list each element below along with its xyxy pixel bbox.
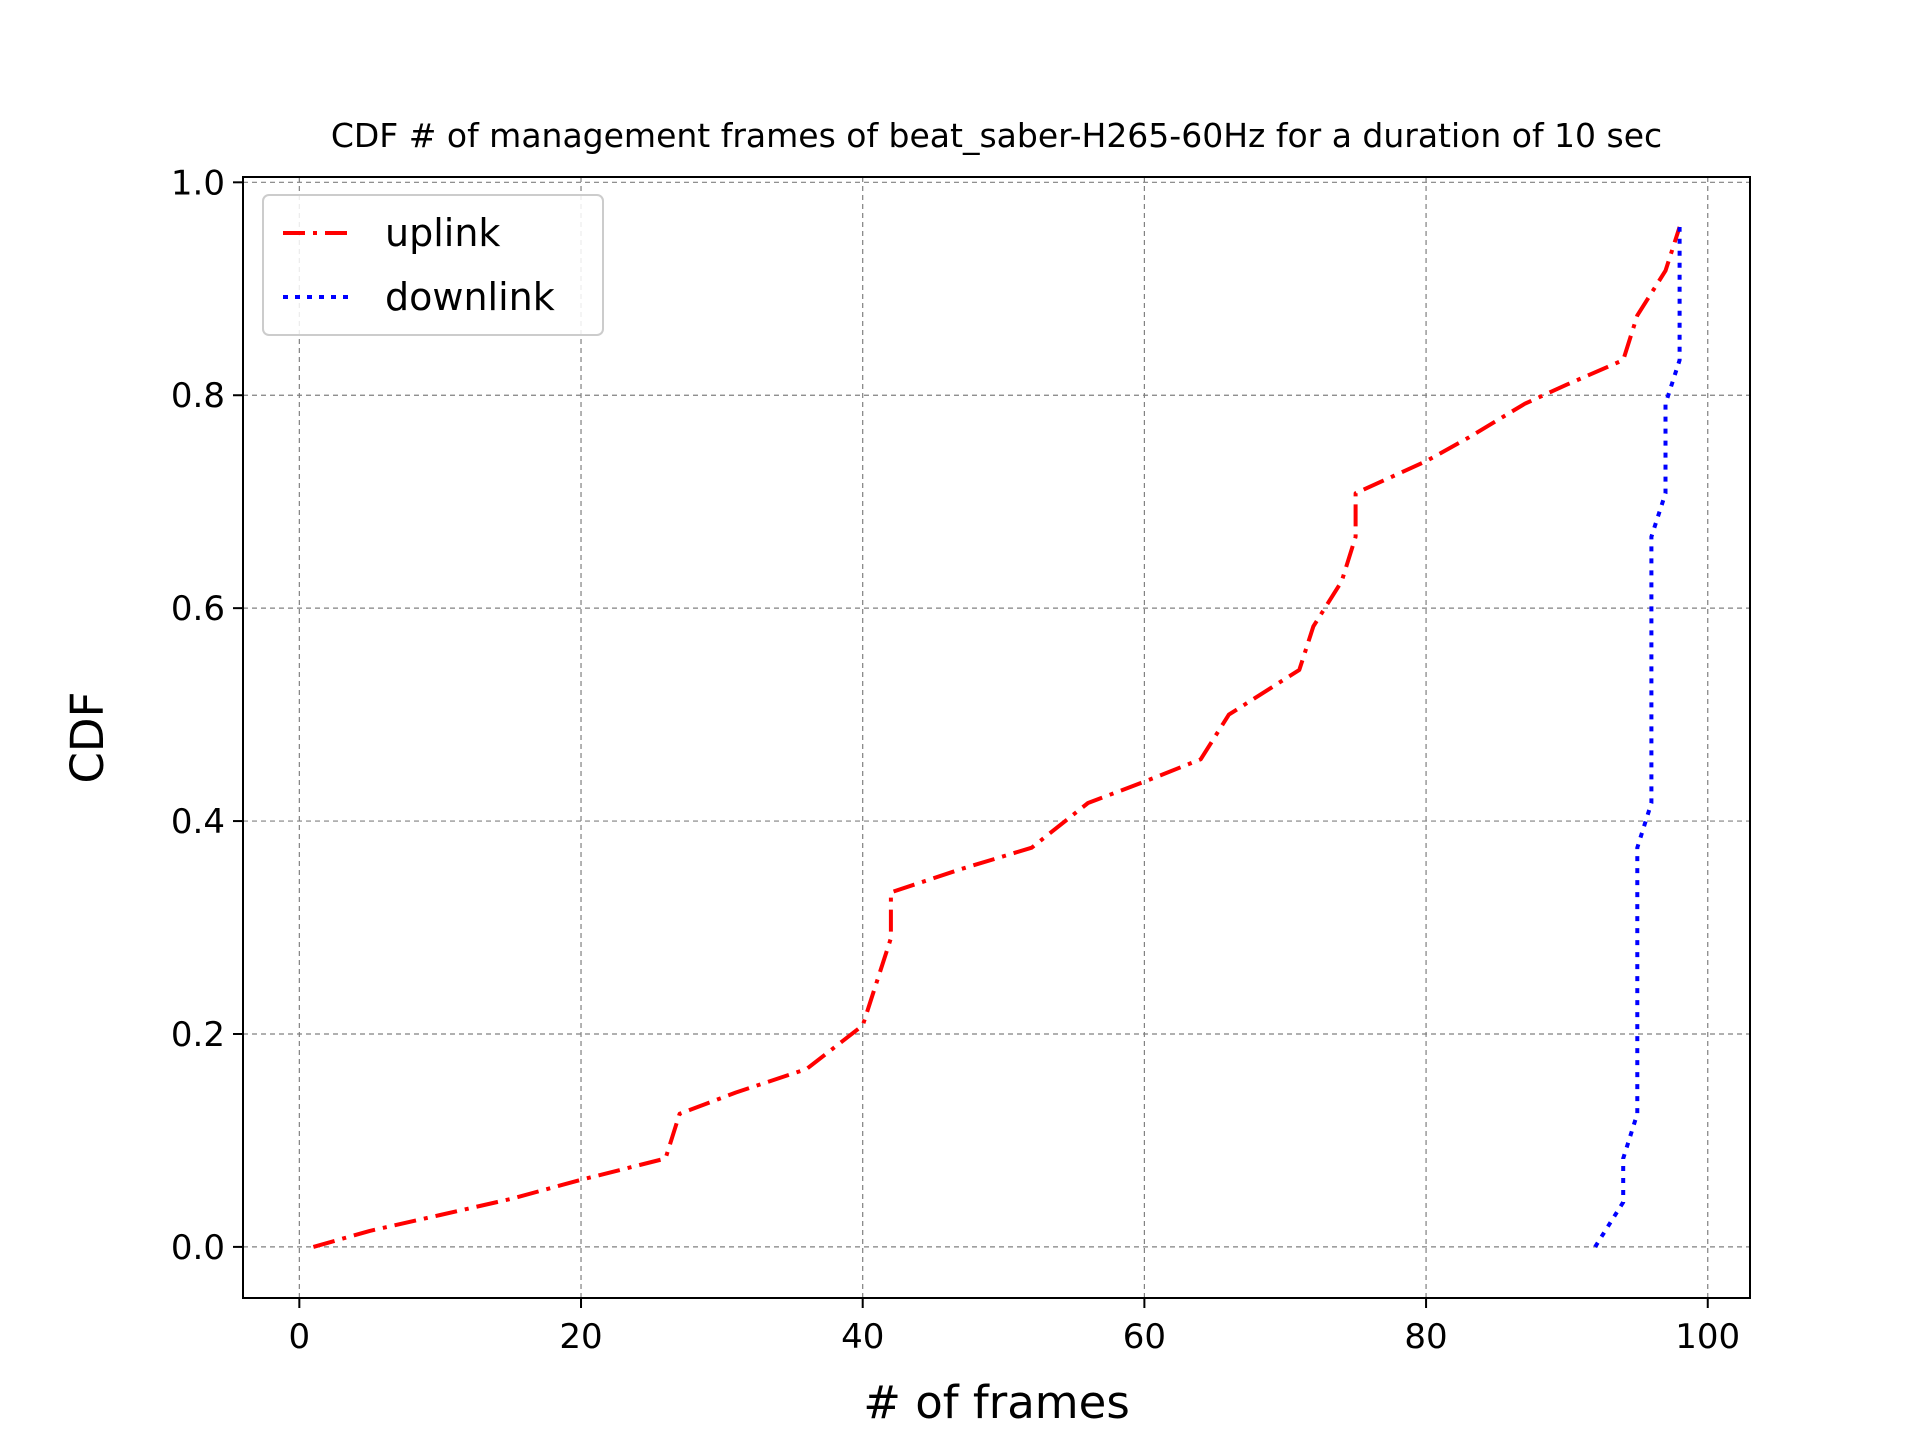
x-tick-label: 40 (841, 1317, 884, 1357)
x-tick-label: 20 (559, 1317, 602, 1357)
y-tick-label: 0.0 (171, 1228, 225, 1268)
grid (243, 177, 1750, 1298)
x-axis-label: # of frames (863, 1376, 1130, 1429)
series-line-uplink (312, 226, 1682, 1249)
legend-label-uplink: uplink (385, 211, 500, 255)
y-tick-label: 0.2 (171, 1015, 225, 1055)
x-tick-label: 60 (1123, 1317, 1166, 1357)
y-axis-label: CDF (61, 692, 114, 784)
plot-frame (242, 176, 1751, 1299)
x-tick-label: 80 (1404, 1317, 1447, 1357)
x-tick-label: 0 (289, 1317, 311, 1357)
x-tick-label: 100 (1675, 1317, 1740, 1357)
series-lines (312, 226, 1682, 1249)
axis-ticks: 0 20 40 60 80 100 0.0 0.2 0.4 0.6 0.8 1.0 (171, 163, 1740, 1357)
y-tick-label: 1.0 (171, 163, 225, 203)
y-tick-label: 0.4 (171, 802, 225, 842)
chart-title: CDF # of management frames of beat_saber… (331, 116, 1662, 155)
y-tick-label: 0.8 (171, 376, 225, 416)
legend-label-downlink: downlink (385, 275, 555, 319)
series-line-downlink (1593, 227, 1682, 1248)
legend-box (262, 194, 604, 336)
legend: uplink downlink (262, 194, 604, 336)
y-tick-label: 0.6 (171, 589, 225, 629)
